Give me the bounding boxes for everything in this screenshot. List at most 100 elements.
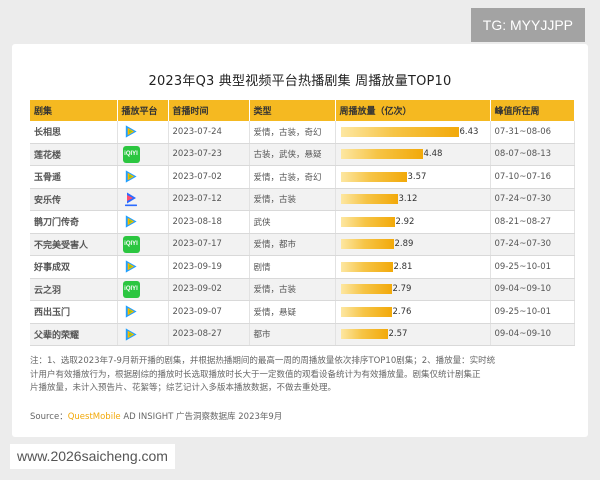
weekly-plays-cell: 2.81: [335, 255, 491, 279]
peak-week: 07-24~07-30: [490, 233, 575, 256]
table-row: 安乐传 2023-07-12 爱情，古装 3.12 07-24~07-30: [30, 188, 575, 211]
tencent-video-icon: [125, 215, 137, 228]
drama-name: 莲花楼: [30, 143, 118, 166]
drama-name: 安乐传: [30, 188, 118, 211]
header-genre: 类型: [249, 100, 336, 121]
source-line: Source：QuestMobile AD INSIGHT 广告洞察数据库 20…: [30, 410, 576, 422]
genre-cell: 爱情，古装: [249, 188, 336, 211]
play-bar: [340, 216, 395, 227]
genre-cell: 古装，武侠，悬疑: [249, 143, 336, 166]
play-value-label: 2.76: [392, 306, 412, 317]
weekly-plays-cell: 3.12: [335, 188, 491, 211]
platform-cell: iQIYI: [117, 233, 169, 256]
premiere-date: 2023-07-12: [168, 188, 250, 211]
table-row: 鹊刀门传奇 2023-08-18 武侠 2.92 08-21~08-27: [30, 210, 575, 234]
premiere-date: 2023-07-17: [168, 233, 250, 256]
source-prefix: Source：: [30, 412, 68, 422]
drama-name: 鹊刀门传奇: [30, 210, 118, 234]
drama-name: 云之羽: [30, 278, 118, 301]
weekly-plays-cell: 4.48: [335, 143, 491, 166]
footnote-line: 片播放量，未计入预告片、花絮等；综艺记计入多版本播放数据，不做去重处理。: [30, 383, 337, 393]
ranking-table: 剧集 播放平台 首播时间 类型 周播放量（亿次） 峰值所在周 长相思 2023-0…: [30, 100, 575, 346]
play-bar: [340, 306, 392, 317]
platform-cell: [117, 188, 169, 211]
play-bar: [340, 149, 423, 160]
table-row: 不完美受害人 iQIYI 2023-07-17 爱情，都市 2.89 07-24~07-3…: [30, 233, 575, 256]
tencent-video-icon: [125, 170, 137, 183]
genre-cell: 武侠: [249, 210, 336, 234]
footnote-line: 注：1、选取2023年7-9月新开播的剧集，并根据热播期间的最高一周的周播放量依…: [30, 356, 496, 366]
play-bar: [340, 329, 388, 340]
tencent-video-icon: [125, 328, 137, 341]
table-row: 西出玉门 2023-09-07 爱情，悬疑 2.76 09-25~10-01: [30, 300, 575, 324]
table-row: 长相思 2023-07-24 爱情，古装，奇幻 6.43 07-31~08-06: [30, 121, 575, 144]
premiere-date: 2023-08-27: [168, 323, 250, 346]
premiere-date: 2023-07-23: [168, 143, 250, 166]
platform-cell: [117, 121, 169, 144]
footnote: 注：1、选取2023年7-9月新开播的剧集，并根据热播期间的最高一周的周播放量依…: [30, 355, 576, 396]
table-row: 玉骨遥 2023-07-02 爱情，古装，奇幻 3.57 07-10~07-16: [30, 165, 575, 189]
premiere-date: 2023-07-24: [168, 121, 250, 144]
play-value-label: 2.92: [395, 216, 415, 227]
tencent-video-icon: [125, 305, 137, 318]
platform-cell: iQIYI: [117, 143, 169, 166]
weekly-plays-cell: 2.89: [335, 233, 491, 256]
genre-cell: 爱情，古装，奇幻: [249, 121, 336, 144]
genre-cell: 剧情: [249, 255, 336, 279]
play-bar: [340, 126, 459, 137]
weekly-plays-cell: 2.79: [335, 278, 491, 301]
drama-name: 长相思: [30, 121, 118, 144]
play-value-label: 2.89: [394, 239, 414, 250]
telegram-watermark: TG: MYYJJPP: [470, 8, 585, 42]
genre-cell: 爱情，古装，奇幻: [249, 165, 336, 189]
youku-icon: [124, 192, 137, 207]
footnote-line: 计用户有效播放行为，根据剧综的播放时长选取播放时长大于一定数值的观看设备统计为有…: [30, 369, 481, 380]
site-watermark: www.2026saicheng.com: [10, 444, 175, 469]
table-row: 云之羽 iQIYI 2023-09-02 爱情，古装 2.79 09-04~09-10: [30, 278, 575, 301]
header-peak-week: 峰值所在周: [490, 100, 575, 121]
play-bar: [340, 239, 394, 250]
premiere-date: 2023-08-18: [168, 210, 250, 234]
platform-cell: iQIYI: [117, 278, 169, 301]
peak-week: 08-07~08-13: [490, 143, 575, 166]
drama-name: 玉骨遥: [30, 165, 118, 189]
play-value-label: 6.43: [459, 126, 479, 137]
tencent-video-icon: [125, 125, 137, 138]
weekly-plays-cell: 3.57: [335, 165, 491, 189]
source-rest: AD INSIGHT 广告洞察数据库 2023年9月: [120, 412, 283, 422]
platform-cell: [117, 300, 169, 324]
drama-name: 西出玉门: [30, 300, 118, 324]
peak-week: 09-04~09-10: [490, 278, 575, 301]
chart-title: 2023年Q3 典型视频平台热播剧集 周播放量TOP10: [148, 74, 452, 89]
peak-week: 07-31~08-06: [490, 121, 575, 144]
weekly-plays-cell: 6.43: [335, 121, 491, 144]
peak-week: 09-25~10-01: [490, 255, 575, 279]
platform-cell: [117, 323, 169, 346]
play-bar: [340, 171, 407, 182]
play-bar: [340, 261, 393, 272]
genre-cell: 爱情，古装: [249, 278, 336, 301]
header-premiere: 首播时间: [168, 100, 250, 121]
table-row: 父辈的荣耀 2023-08-27 都市 2.57 09-04~09-10: [30, 323, 575, 346]
header-platform: 播放平台: [117, 100, 169, 121]
play-bar: [340, 284, 392, 295]
weekly-plays-cell: 2.57: [335, 323, 491, 346]
play-value-label: 3.12: [398, 194, 418, 205]
play-value-label: 2.79: [392, 284, 412, 295]
header-weekly-plays: 周播放量（亿次）: [335, 100, 491, 121]
premiere-date: 2023-09-02: [168, 278, 250, 301]
drama-name: 父辈的荣耀: [30, 323, 118, 346]
play-value-label: 3.57: [407, 171, 427, 182]
genre-cell: 爱情，悬疑: [249, 300, 336, 324]
play-bar: [340, 194, 398, 205]
peak-week: 09-04~09-10: [490, 323, 575, 346]
peak-week: 07-10~07-16: [490, 165, 575, 189]
play-value-label: 4.48: [423, 149, 443, 160]
platform-cell: [117, 165, 169, 189]
peak-week: 07-24~07-30: [490, 188, 575, 211]
play-value-label: 2.81: [393, 261, 413, 272]
weekly-plays-cell: 2.92: [335, 210, 491, 234]
iqiyi-icon: iQIYI: [122, 235, 140, 253]
drama-name: 好事成双: [30, 255, 118, 279]
premiere-date: 2023-09-07: [168, 300, 250, 324]
